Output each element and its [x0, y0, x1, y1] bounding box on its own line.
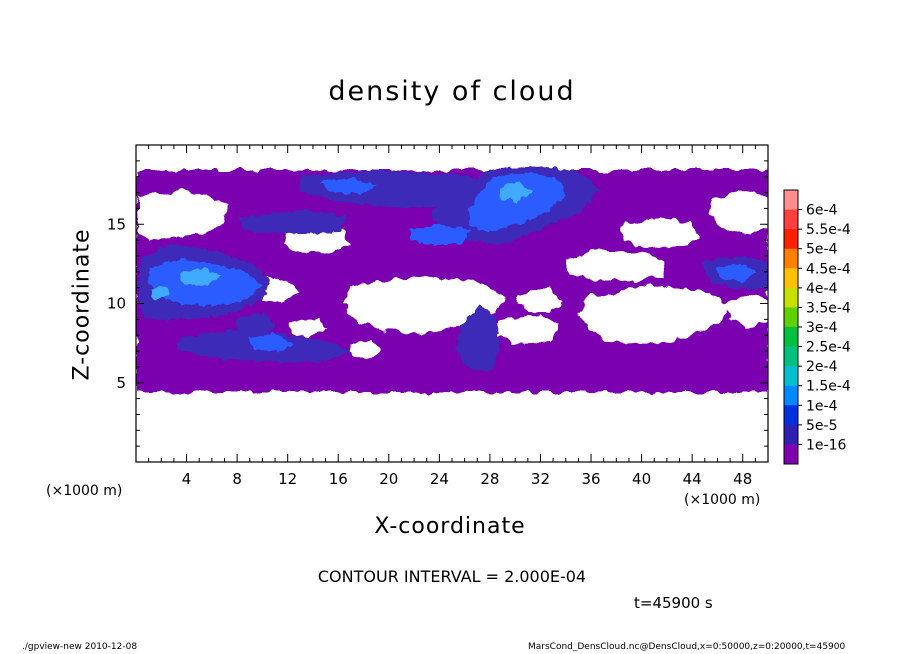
- x-tick-label: 24: [430, 470, 449, 488]
- x-tick-label: 28: [480, 470, 499, 488]
- y-tick-label: 10: [107, 295, 126, 313]
- colorbar-cell: [784, 287, 798, 308]
- colorbar-label: 5.5e-4: [806, 222, 851, 238]
- colorbar-label: 5e-5: [806, 418, 837, 434]
- x-tick-label: 16: [329, 470, 348, 488]
- footer-program-info: ./gpview-new 2010-12-08: [22, 642, 138, 652]
- colorbar-label: 2e-4: [806, 359, 838, 375]
- time-stamp: t=45900 s: [634, 594, 713, 612]
- cloud-level-1e-4: [148, 172, 756, 352]
- colorbar-label: 5e-4: [806, 242, 838, 258]
- colorbar: 6e-4 5.5e-4 5e-4 4.5e-4 4e-4 3.5e-4 3e-4 2.5e-4…: [783, 189, 851, 465]
- colorbar-label: 2.5e-4: [806, 340, 851, 356]
- colorbar-cell: [784, 307, 798, 328]
- y-tick-label: 5: [116, 374, 126, 392]
- x-unit-left: (×1000 m): [46, 483, 123, 499]
- x-tick-label: 12: [278, 470, 297, 488]
- x-tick-label: 40: [632, 470, 651, 488]
- colorbar-label: 3.5e-4: [806, 300, 851, 316]
- x-tick-label: 36: [581, 470, 600, 488]
- footer-data-source: MarsCond_DensCloud.nc@DensCloud,x=0:5000…: [528, 642, 846, 652]
- colorbar-cell: [784, 424, 798, 445]
- colorbar-cell: [784, 209, 798, 230]
- y-tick-label: 15: [107, 215, 126, 233]
- x-tick-label: 44: [683, 470, 702, 488]
- colorbar-label: 4e-4: [806, 281, 838, 297]
- colorbar-label: 6e-4: [806, 203, 838, 219]
- colorbar-cell: [784, 385, 798, 406]
- colorbar-label: 1e-4: [806, 398, 838, 414]
- cloud-level-1-5e-4: [150, 182, 532, 300]
- x-tick-label: 20: [379, 470, 398, 488]
- x-tick-label: 8: [232, 470, 242, 488]
- contour-interval-text: CONTOUR INTERVAL = 2.000E-04: [317, 567, 587, 586]
- colorbar-cell: [784, 346, 798, 367]
- x-tick-label: 48: [733, 470, 752, 488]
- chart-title: density of cloud: [328, 76, 576, 107]
- colorbar-cell: [784, 405, 798, 426]
- colorbar-cell: [784, 366, 798, 387]
- y-axis-label: Z-coordinate: [69, 228, 95, 381]
- colorbar-cell: [784, 327, 798, 348]
- colorbar-cell: [784, 229, 798, 250]
- x-tick-label: 32: [531, 470, 550, 488]
- colorbar-cell: [784, 268, 798, 289]
- colorbar-cell: [784, 248, 798, 269]
- colorbar-cell: [784, 444, 798, 465]
- x-tick-label: 4: [182, 470, 192, 488]
- x-axis-label: X-coordinate: [374, 514, 526, 539]
- colorbar-label: 1.5e-4: [806, 379, 851, 395]
- colorbar-cell: [784, 190, 798, 211]
- colorbar-label: 1e-16: [806, 437, 846, 453]
- clear-regions: [138, 190, 768, 360]
- colorbar-label: 4.5e-4: [806, 261, 851, 277]
- colorbar-label: 3e-4: [806, 320, 838, 336]
- x-unit-right: (×1000 m): [684, 492, 761, 508]
